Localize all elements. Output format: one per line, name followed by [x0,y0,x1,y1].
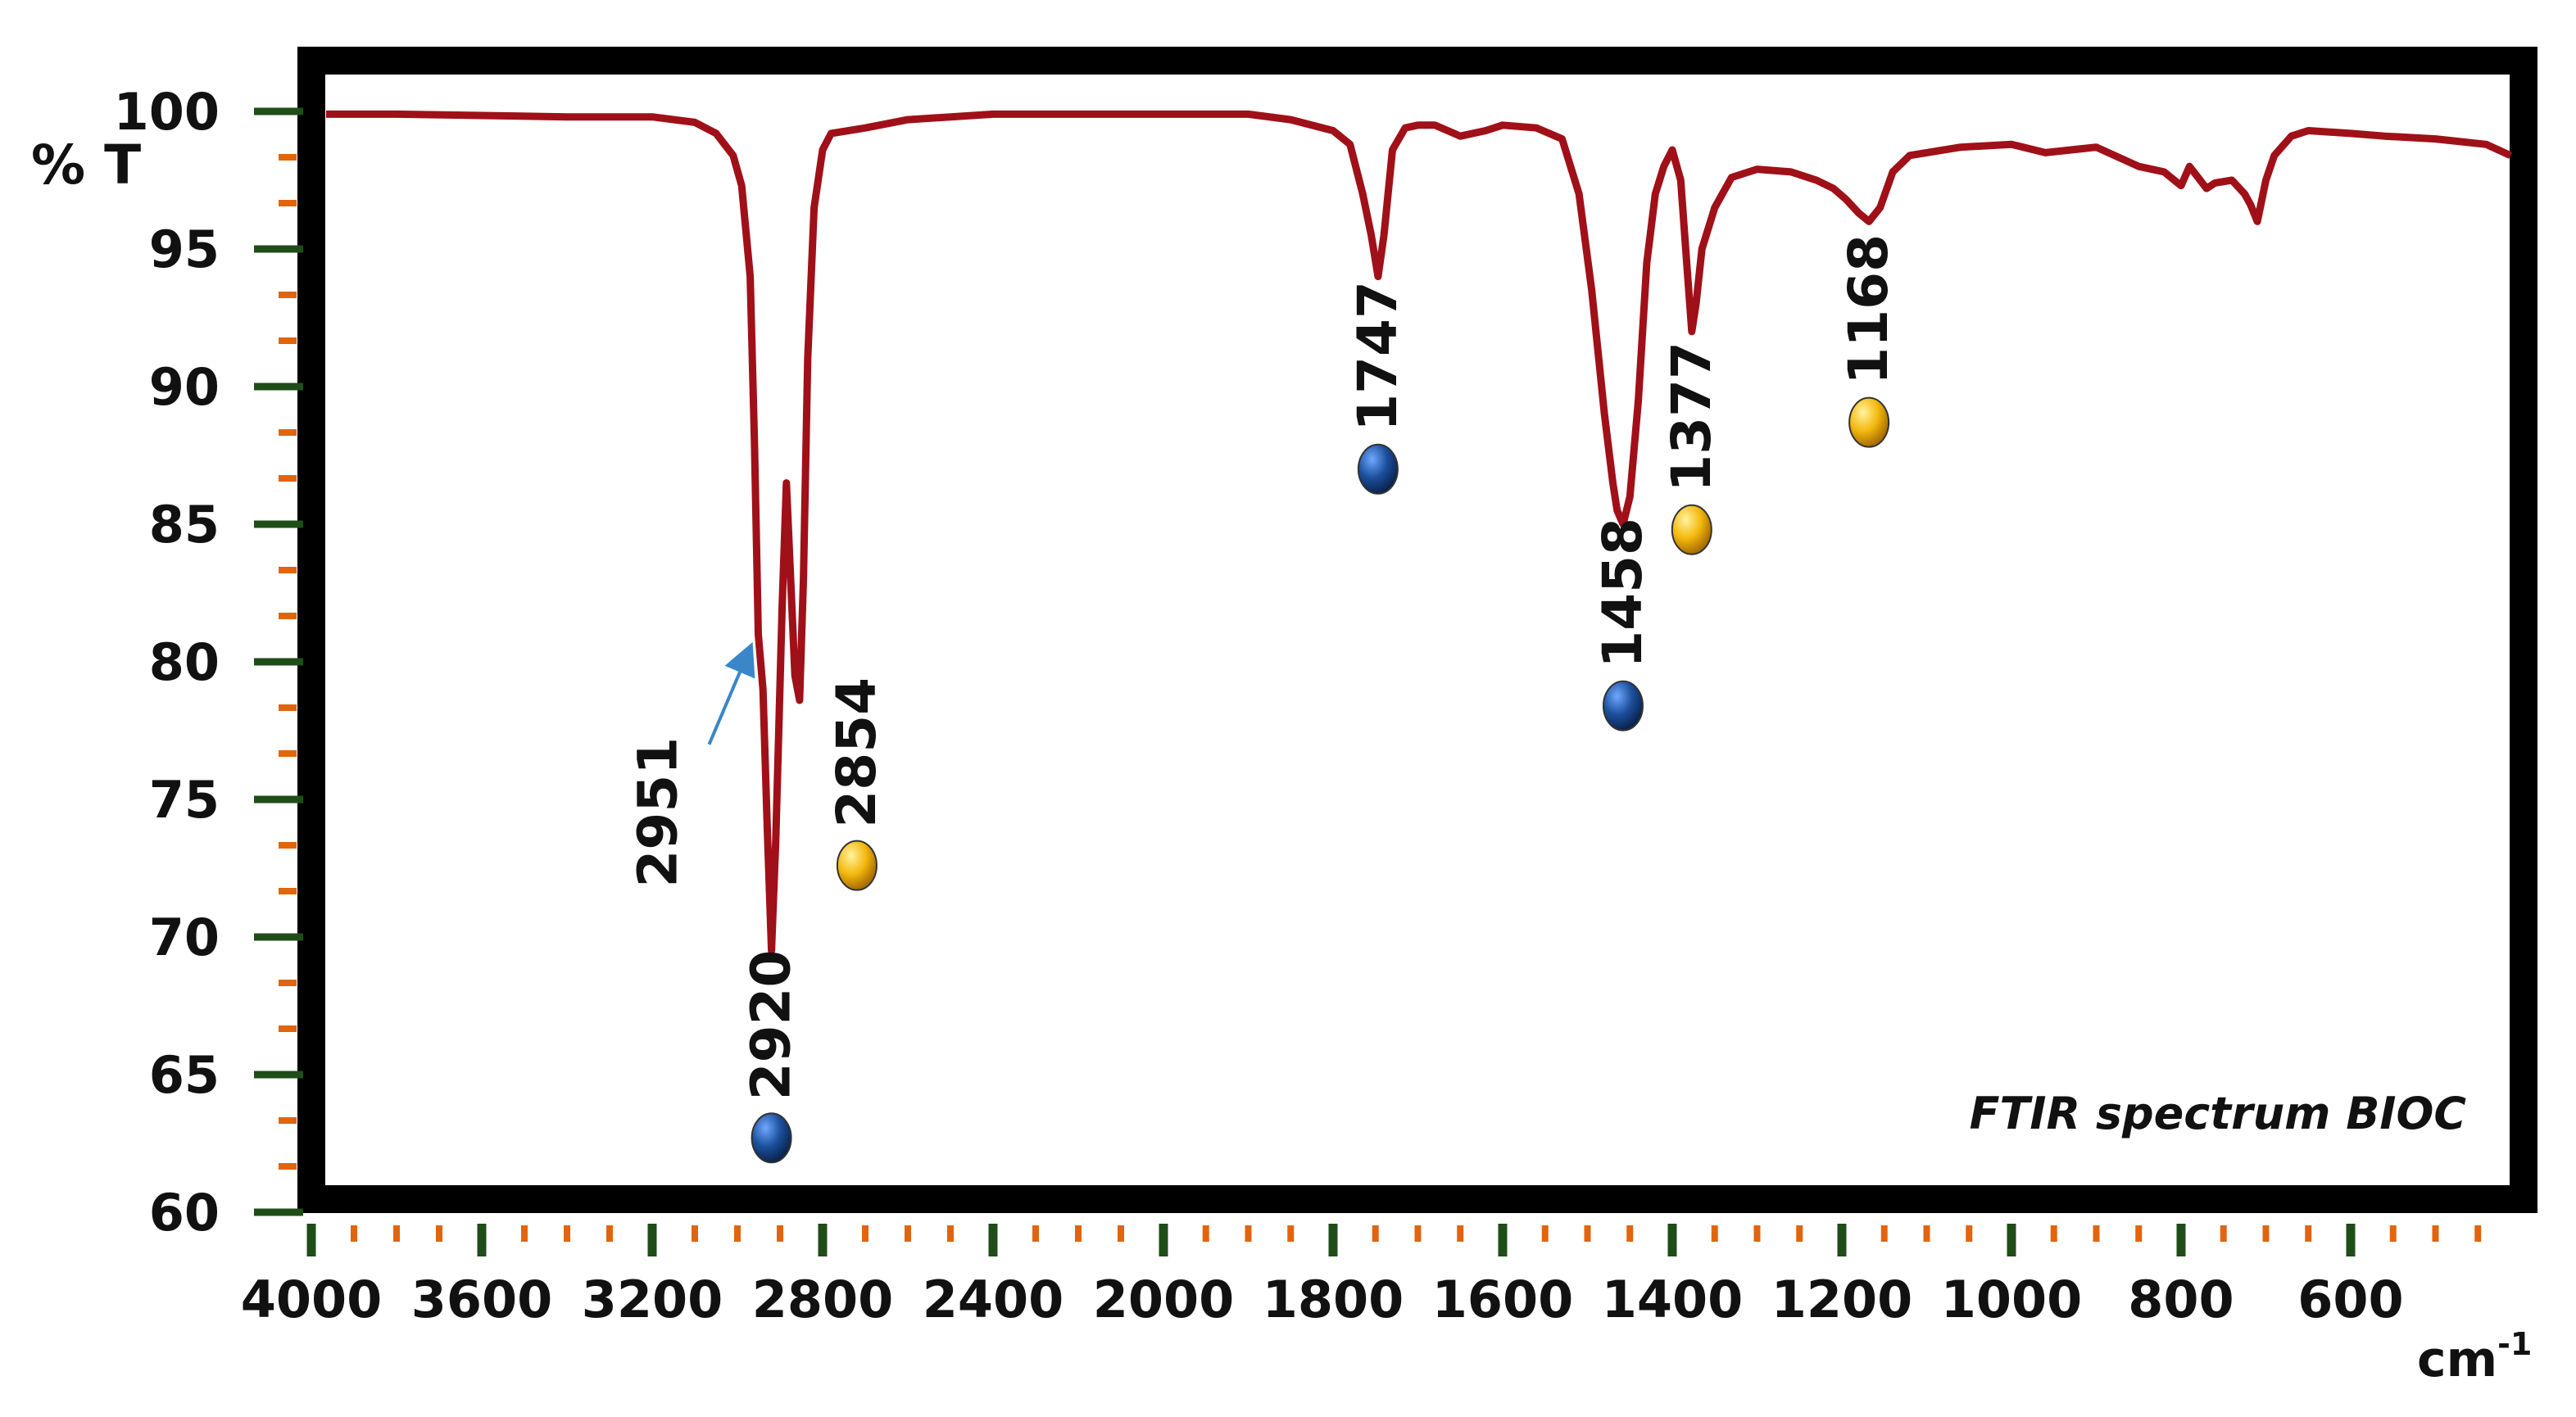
y-axis-title: % T [31,134,141,197]
peak-label: 1458 [1591,518,1654,668]
peak-marker-yellow [1848,396,1890,448]
x-tick-label: 3600 [411,1270,553,1329]
x-tick-label: 1600 [1432,1270,1574,1329]
y-tick-label: 85 [149,495,220,555]
peak-marker-yellow [836,840,878,891]
peak-marker-blue [751,1112,792,1164]
x-tick-label: 800 [2128,1270,2234,1329]
y-tick-label: 65 [149,1045,220,1105]
y-axis: 100 95 90 85 80 75 70 65 60 [114,82,303,1243]
y-tick-label: 75 [149,770,220,830]
y-tick-label: 95 [149,220,220,279]
peak-marker-blue [1357,443,1399,495]
x-axis-title-exponent: -1 [2497,1326,2532,1362]
peak-label: 2920 [740,950,803,1101]
chart-caption: FTIR spectrum BIOC [1970,1088,2467,1139]
plot-frame [297,47,2537,1213]
x-tick-label: 1400 [1602,1270,1744,1329]
x-tick-label: 1200 [1771,1270,1913,1329]
peak-label: 1747 [1346,281,1409,432]
y-tick-label: 60 [149,1183,220,1243]
x-tick-label: 3200 [582,1270,723,1329]
x-axis-title-base: cm [2417,1331,2497,1388]
peak-arrow [707,641,755,745]
x-tick-label: 2800 [752,1270,894,1329]
x-tick-label: 2400 [923,1270,1064,1329]
peak-label: 2854 [825,677,888,828]
peak-label: 1377 [1660,342,1723,492]
y-tick-label: 100 [114,82,220,142]
y-tick-label: 70 [149,908,220,967]
x-axis-title: cm-1 [2417,1326,2532,1388]
x-tick-label: 4000 [241,1270,383,1329]
spectrum-line-bioc [326,110,2512,955]
peak-marker-blue [1602,680,1644,731]
x-tick-label: 1800 [1263,1270,1404,1329]
x-tick-label: 2000 [1093,1270,1235,1329]
peak-label: 1168 [1837,234,1900,385]
y-tick-label: 80 [149,632,220,692]
x-tick-label: 1000 [1941,1270,2083,1329]
x-axis: 4000 3600 3200 2800 2400 2000 1800 1600 1400 1200… [241,1224,2482,1329]
x-tick-label: 600 [2297,1270,2403,1329]
peak-label: 2951 [626,737,689,888]
peak-marker-yellow [1671,504,1712,555]
y-tick-label: 90 [149,357,220,417]
